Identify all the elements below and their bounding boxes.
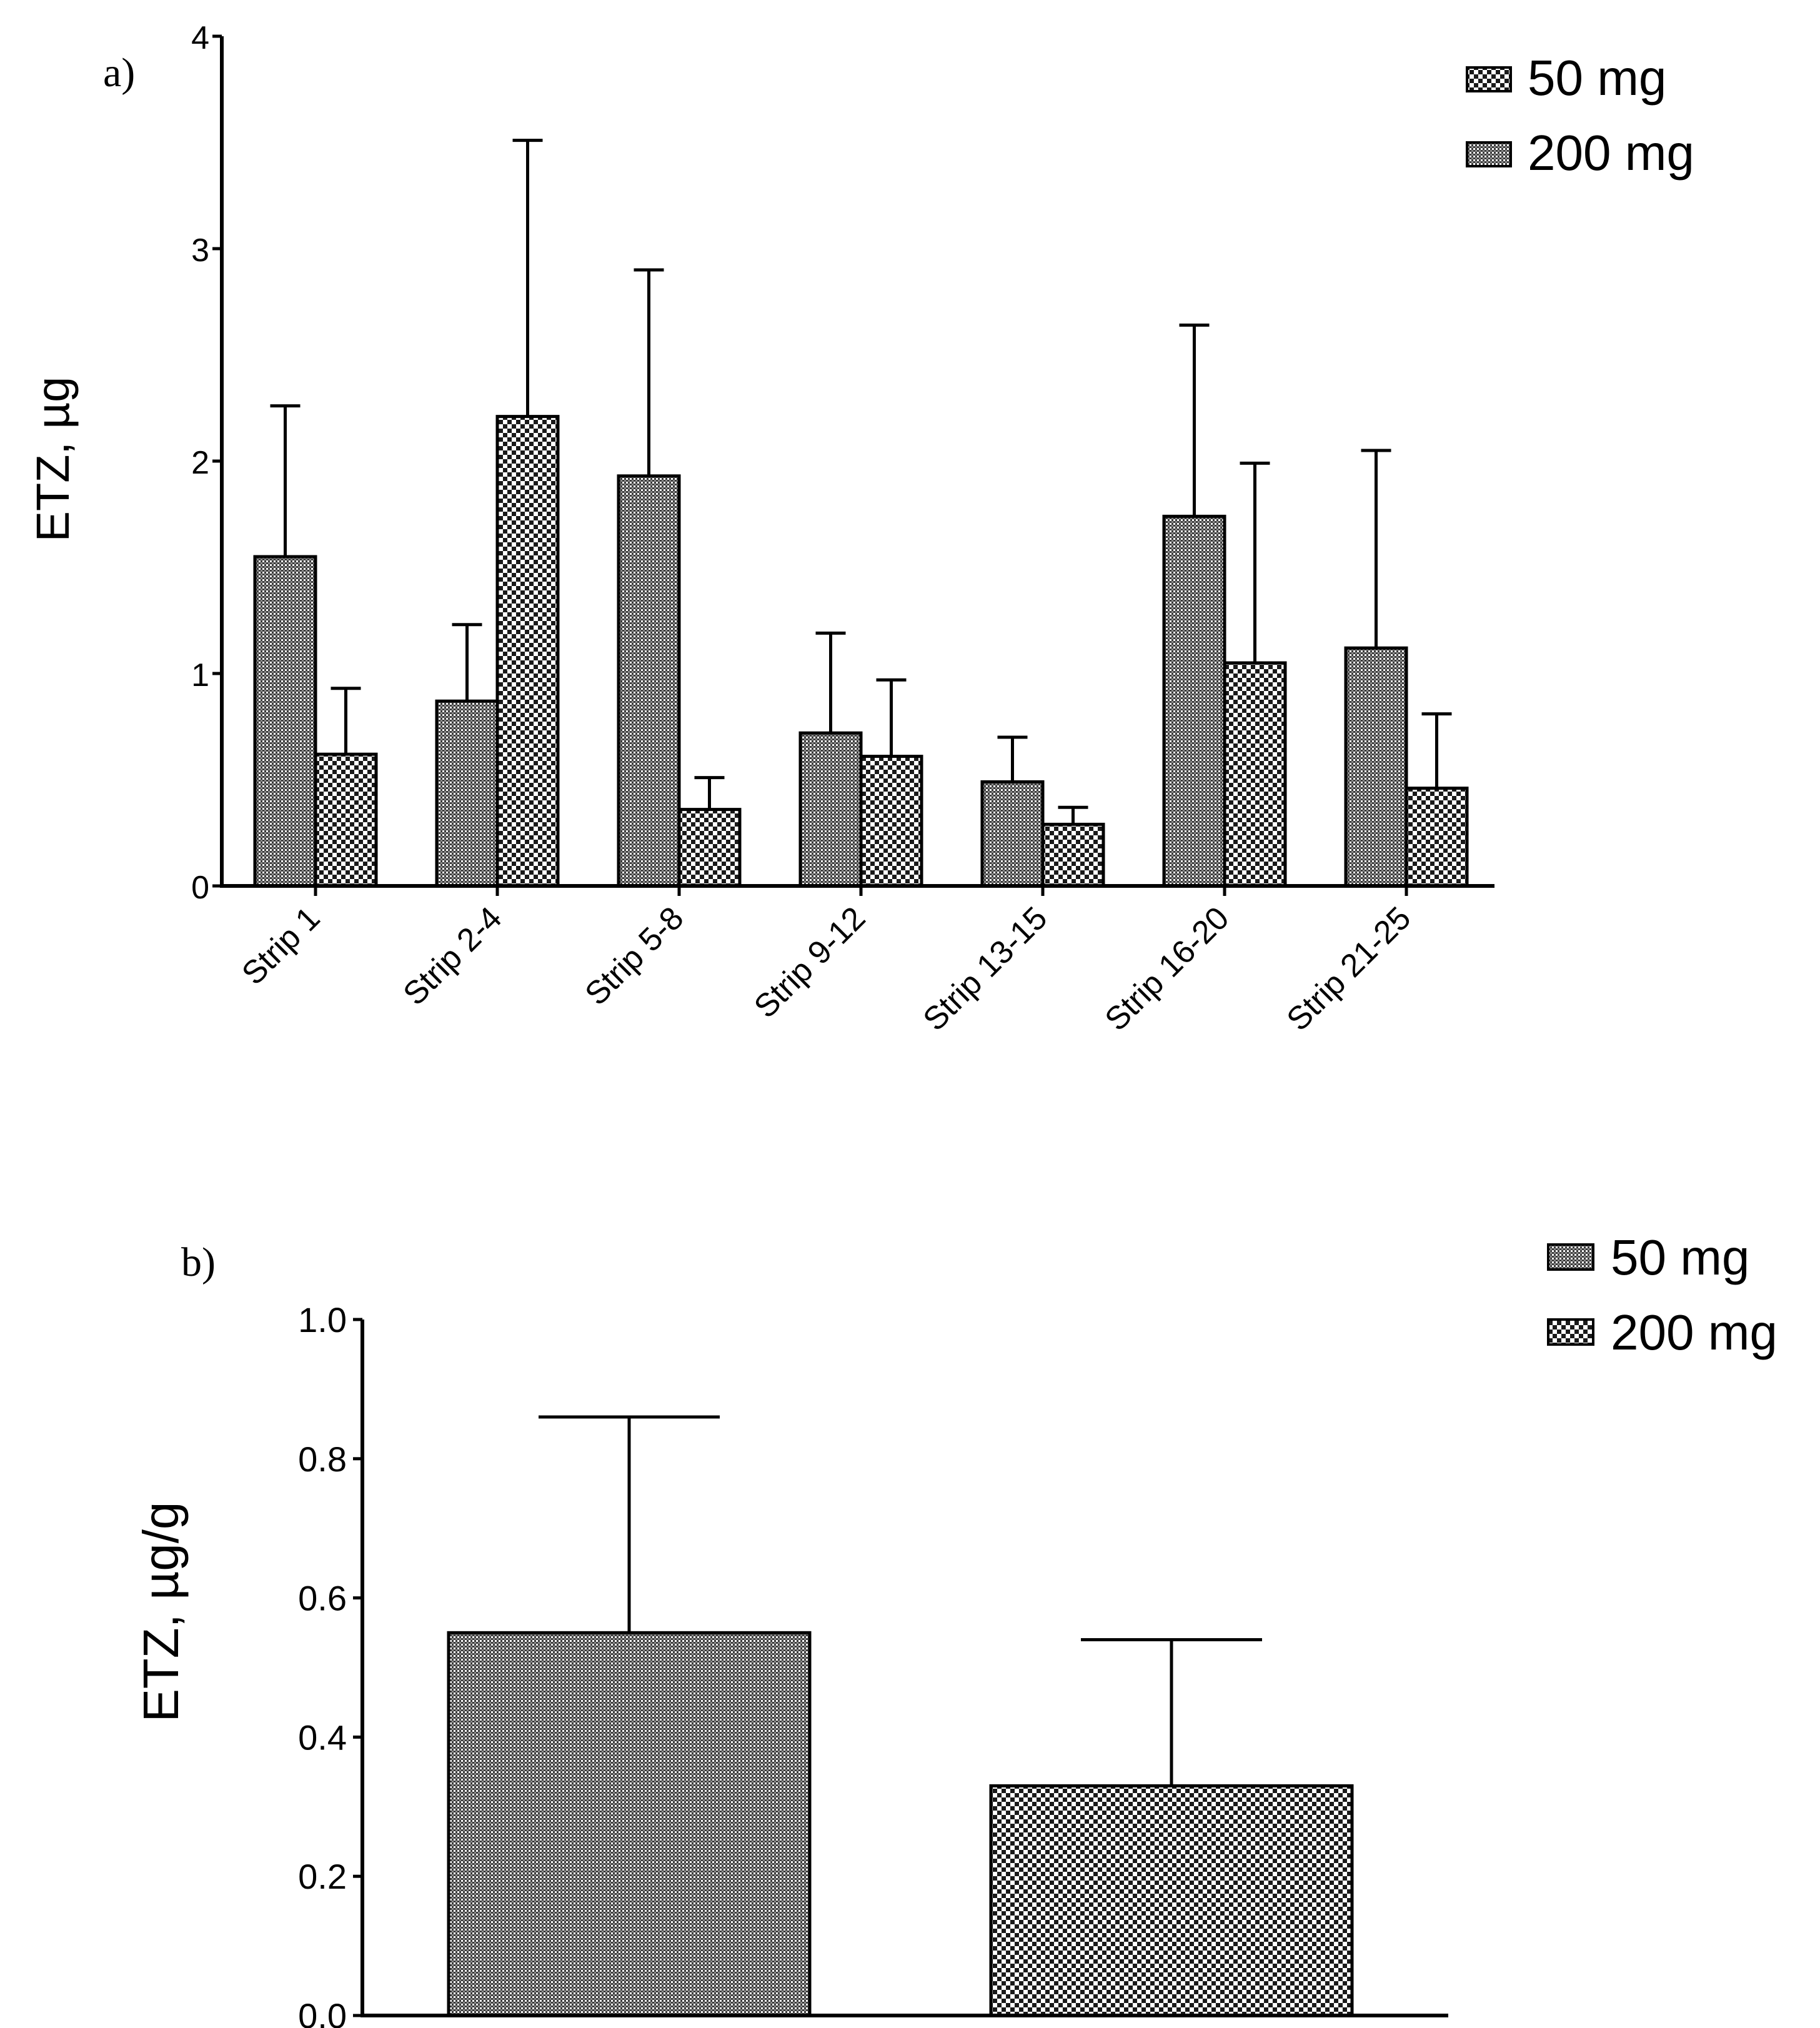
y-tick-label: 0.0 (298, 1996, 347, 2028)
x-tick-label: Strip 21-25 (1280, 900, 1418, 1038)
chart-panel-a: a) ETZ, µg 0 1 2 3 4 Strip 1 Strip 2-4 Strip 5… (27, 20, 1694, 1038)
panel-a-error-bars (270, 139, 1452, 825)
legend-label-50mg: 50 mg (1611, 1230, 1749, 1285)
legend-swatch-200mg (1547, 1318, 1594, 1346)
y-tick-label: 0.6 (298, 1579, 347, 1618)
panel-b-y-ticks: 0.0 0.2 0.4 0.6 0.8 1.0 (298, 1300, 362, 2028)
error-bar-200mg (512, 139, 543, 417)
bar-200mg (1223, 661, 1287, 888)
x-tick-label: Strip 1 (235, 900, 327, 992)
bar-200mg (1041, 822, 1105, 888)
panel-a-y-ticks: 0 1 2 3 4 (191, 20, 222, 906)
x-tick-label: Strip 5-8 (579, 900, 691, 1012)
y-tick-label: 2 (191, 445, 209, 481)
legend-label-200mg: 200 mg (1528, 125, 1694, 181)
panel-b-bars (447, 1631, 1354, 2017)
error-bar-200mg (1421, 712, 1452, 788)
error-bar-50mg (1179, 323, 1210, 517)
bar-50mg (447, 1631, 812, 2017)
bar-50mg (980, 780, 1045, 888)
panel-a-bars (253, 415, 1469, 888)
error-bar-50mg (815, 631, 846, 733)
x-tick-label: Strip 2-4 (397, 900, 509, 1012)
bar-200mg (314, 752, 378, 888)
error-bar-50mg (1361, 449, 1391, 649)
panel-a-label: a) (103, 50, 135, 96)
legend-label-200mg: 200 mg (1611, 1305, 1778, 1360)
panel-b-label: b) (181, 1240, 216, 1285)
error-bar-50mg (270, 404, 301, 557)
chart-panel-b: b) ETZ, µg/g 0.0 0.2 0.4 0.6 0.8 1.0 50 mg 20… (133, 1230, 1778, 2028)
bar-50mg (617, 474, 681, 888)
bar-200mg (495, 415, 560, 888)
bar-200mg (1405, 787, 1469, 888)
y-tick-label: 4 (191, 20, 209, 56)
y-tick-label: 0.8 (298, 1439, 347, 1479)
error-bar-200mg (331, 687, 361, 755)
bar-200mg (989, 1784, 1354, 2017)
bar-50mg (798, 731, 863, 888)
y-tick-label: 1.0 (298, 1300, 347, 1340)
panel-a-legend: 50 mg 200 mg (1466, 50, 1694, 181)
bar-50mg (1344, 646, 1408, 888)
error-bar-200mg (876, 678, 907, 757)
panel-b-error-bars (539, 1415, 1262, 1786)
error-bar-50mg (997, 735, 1028, 782)
y-tick-label: 0.2 (298, 1857, 347, 1896)
panel-a-y-axis-label: ETZ, µg (27, 377, 79, 542)
bar-50mg (1162, 514, 1226, 888)
y-tick-label: 0.4 (298, 1717, 347, 1757)
y-tick-label: 3 (191, 232, 209, 269)
error-bar-50mg (452, 623, 482, 702)
bar-50mg (253, 555, 317, 888)
error-bar-200mg (1240, 461, 1270, 663)
legend-label-50mg: 50 mg (1528, 50, 1666, 106)
panel-b-y-axis-label: ETZ, µg/g (133, 1502, 189, 1722)
panel-b-legend: 50 mg 200 mg (1547, 1230, 1778, 1360)
error-bar-50mg (634, 268, 664, 476)
legend-swatch-50mg (1466, 66, 1512, 92)
y-tick-label: 1 (191, 657, 209, 693)
panel-a-x-ticks: Strip 1 Strip 2-4 Strip 5-8 Strip 9-12 Strip… (235, 886, 1418, 1038)
x-tick-label: Strip 16-20 (1098, 900, 1236, 1038)
bar-200mg (677, 808, 742, 888)
legend-swatch-50mg (1547, 1243, 1594, 1271)
bar-200mg (859, 755, 923, 888)
bar-50mg (435, 699, 499, 888)
error-bar-200mg (1058, 805, 1088, 825)
error-bar-50mg (539, 1415, 720, 1633)
x-tick-label: Strip 9-12 (747, 900, 872, 1025)
y-tick-label: 0 (191, 870, 209, 906)
error-bar-200mg (694, 776, 725, 810)
x-tick-label: Strip 13-15 (917, 900, 1055, 1038)
legend-swatch-200mg (1466, 141, 1512, 167)
error-bar-200mg (1081, 1638, 1262, 1786)
